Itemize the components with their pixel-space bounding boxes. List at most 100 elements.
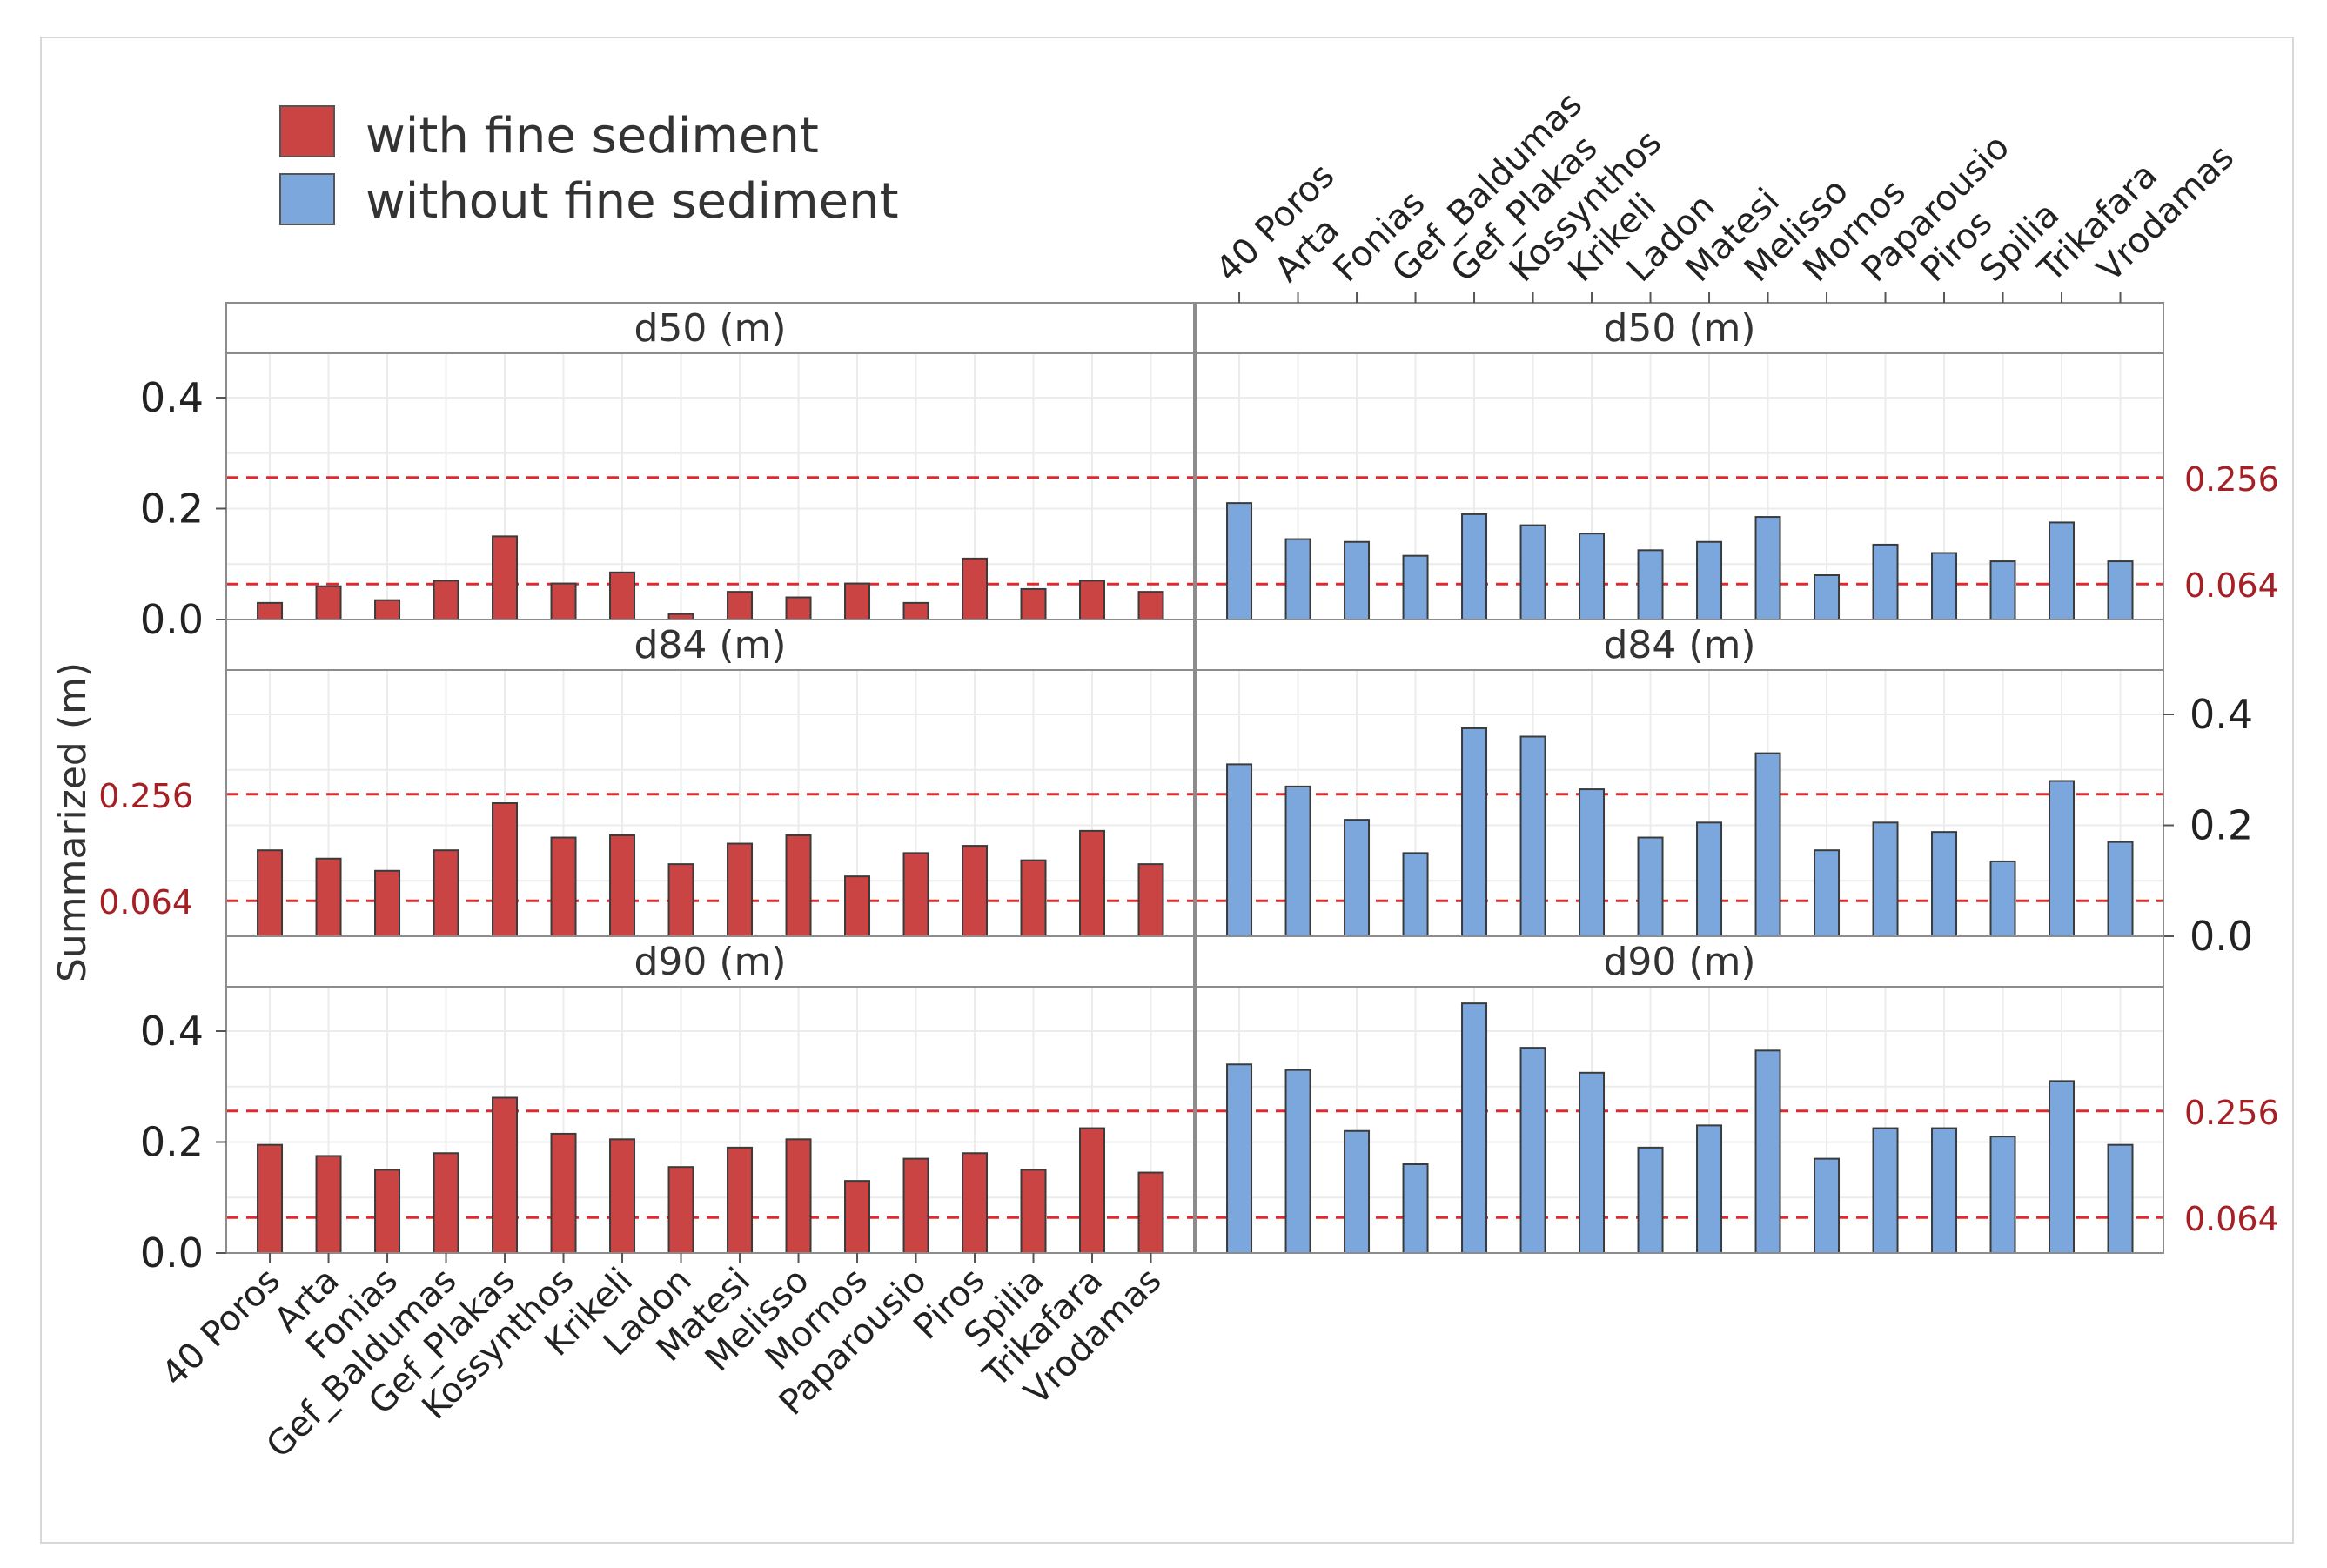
facet-strip xyxy=(225,619,1195,671)
y-tick-label: 0.2 xyxy=(140,486,204,533)
bar-right-Piros xyxy=(1931,831,1958,938)
bar-left-40 Poros xyxy=(257,849,284,937)
bar-left-Fonias xyxy=(374,1169,401,1254)
bar-right-Melisso xyxy=(1754,516,1781,620)
bar-left-Arta xyxy=(315,1155,342,1254)
bar-right-Gef_Plakas xyxy=(1461,727,1488,937)
reference-line-label: 0.256 xyxy=(98,777,193,815)
bar-right-Fonias xyxy=(1344,540,1371,620)
bar-left-Krikeli xyxy=(609,834,636,937)
bar-right-40 Poros xyxy=(1226,1063,1253,1254)
panel-background xyxy=(1196,353,2163,620)
bar-left-Melisso xyxy=(785,834,812,937)
bar-left-Mornos xyxy=(844,875,871,938)
bar-left-Piros xyxy=(962,1152,989,1254)
reference-line-label: 0.064 xyxy=(98,883,193,921)
bar-left-Spilia xyxy=(1020,859,1047,937)
bar-right-Trikafara xyxy=(2049,780,2076,937)
bar-left-Mornos xyxy=(844,1180,871,1254)
bar-left-Paparousio xyxy=(902,1157,929,1254)
bar-left-Kossynthos xyxy=(550,836,577,938)
bar-right-Spilia xyxy=(1989,1136,2016,1254)
bar-right-Krikeli xyxy=(1579,1071,1606,1254)
bar-left-Matesi xyxy=(727,842,754,937)
facet-strip xyxy=(225,302,1195,354)
bar-right-Ladon xyxy=(1637,836,1664,938)
bar-left-Ladon xyxy=(667,1166,694,1254)
bar-right-Arta xyxy=(1284,538,1311,620)
bar-left-Kossynthos xyxy=(550,582,577,620)
facet-strip-title: d50 (m) xyxy=(1603,306,1755,351)
bar-right-Arta xyxy=(1284,1069,1311,1254)
reference-line-label: 0.256 xyxy=(2184,460,2279,499)
facet-strip xyxy=(1195,302,2164,354)
panel-background xyxy=(226,987,1194,1253)
bar-left-Spilia xyxy=(1020,1169,1047,1254)
reference-line-label: 0.256 xyxy=(2184,1094,2279,1132)
bar-left-Trikafara xyxy=(1079,580,1106,620)
bar-right-Mornos xyxy=(1814,574,1841,620)
bar-right-Mornos xyxy=(1814,849,1841,937)
bar-right-40 Poros xyxy=(1226,502,1253,620)
bar-left-Trikafara xyxy=(1079,1127,1106,1254)
bar-right-Spilia xyxy=(1989,860,2016,937)
bar-left-Mornos xyxy=(844,582,871,620)
bar-left-Krikeli xyxy=(609,571,636,620)
bar-right-Ladon xyxy=(1637,1146,1664,1254)
y-tick-label: 0.0 xyxy=(140,1230,204,1277)
bar-right-Spilia xyxy=(1989,560,2016,620)
bar-left-Paparousio xyxy=(902,852,929,937)
panel-background xyxy=(226,670,1194,936)
bar-right-Trikafara xyxy=(2049,1080,2076,1254)
facet-strip-title: d90 (m) xyxy=(634,940,786,984)
bar-left-40 Poros xyxy=(257,601,284,620)
bar-left-Krikeli xyxy=(609,1138,636,1254)
legend-label-with-fine-sediment: with fine sediment xyxy=(365,108,819,164)
bar-right-Vrodamas xyxy=(2107,841,2134,937)
bar-left-Melisso xyxy=(785,596,812,620)
bar-right-Kossynthos xyxy=(1519,735,1546,937)
bar-right-Gef_Baldumas xyxy=(1402,1163,1429,1254)
bar-right-Ladon xyxy=(1637,549,1664,620)
y-tick-label: 0.4 xyxy=(2190,691,2253,738)
bar-right-Gef_Plakas xyxy=(1461,513,1488,620)
y-tick-label: 0.2 xyxy=(140,1119,204,1166)
bar-left-Piros xyxy=(962,845,989,938)
bar-right-Paparousio xyxy=(1872,821,1899,937)
bar-right-Gef_Baldumas xyxy=(1402,852,1429,937)
bar-right-Trikafara xyxy=(2049,521,2076,620)
y-tick-label: 0.4 xyxy=(140,1008,204,1055)
facet-strip-title: d90 (m) xyxy=(1603,940,1755,984)
bar-left-Gef_Plakas xyxy=(492,1096,519,1254)
bar-left-Matesi xyxy=(727,1146,754,1254)
bar-right-Gef_Baldumas xyxy=(1402,554,1429,620)
bar-left-Vrodamas xyxy=(1137,863,1164,937)
legend-label-without-fine-sediment: without fine sediment xyxy=(365,173,899,230)
bar-right-Vrodamas xyxy=(2107,560,2134,620)
bar-left-Kossynthos xyxy=(550,1132,577,1254)
facet-strip xyxy=(1195,935,2164,988)
bar-left-Arta xyxy=(315,585,342,620)
bar-left-Spilia xyxy=(1020,587,1047,620)
bar-left-Gef_Plakas xyxy=(492,535,519,620)
panel-border xyxy=(225,986,1195,1254)
bar-left-Melisso xyxy=(785,1138,812,1254)
bar-right-Piros xyxy=(1931,1127,1958,1254)
bar-left-40 Poros xyxy=(257,1143,284,1254)
bar-left-Fonias xyxy=(374,599,401,620)
x-tick-label: 40 Poros xyxy=(154,1261,288,1395)
bar-right-Arta xyxy=(1284,785,1311,937)
bar-left-Trikafara xyxy=(1079,829,1106,937)
bar-left-Gef_Baldumas xyxy=(433,849,459,937)
bar-left-Fonias xyxy=(374,869,401,938)
y-tick-label: 0.0 xyxy=(2190,913,2253,960)
bar-right-Fonias xyxy=(1344,819,1371,937)
bar-right-40 Poros xyxy=(1226,763,1253,937)
bar-right-Matesi xyxy=(1696,821,1723,937)
y-axis-title: Summarized (m) xyxy=(50,662,95,982)
bar-left-Matesi xyxy=(727,591,754,620)
y-tick-label: 0.0 xyxy=(140,596,204,643)
reference-line-label: 0.064 xyxy=(2184,1200,2279,1238)
panel-background xyxy=(226,353,1194,620)
y-tick-label: 0.4 xyxy=(140,374,204,421)
